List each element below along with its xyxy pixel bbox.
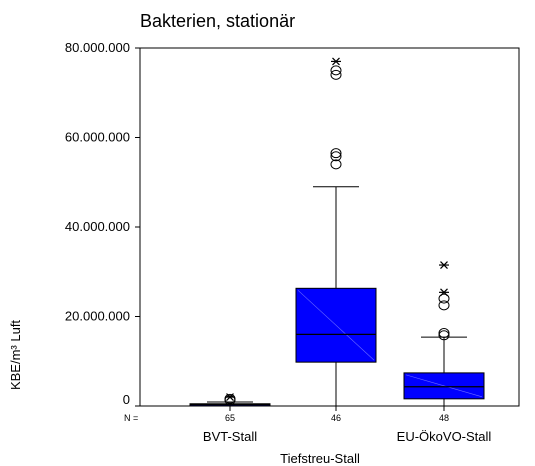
outlier-point: [330, 69, 342, 80]
box-shading-line: [297, 290, 375, 361]
x-axis-label: Tiefstreu-Stall: [280, 451, 360, 466]
chart-title: Bakterien, stationär: [140, 11, 295, 31]
y-tick-label: 20.000.000: [65, 309, 130, 324]
x-category-label: EU-ÖkoVO-Stall: [397, 429, 492, 444]
x-category-label: BVT-Stall: [203, 429, 257, 444]
extreme-point: [331, 57, 341, 66]
extreme-point: [439, 288, 449, 297]
y-tick-label: 0: [123, 392, 130, 407]
outlier-point: [438, 300, 450, 311]
extreme-point: [439, 261, 449, 269]
outlier-point: [330, 148, 342, 159]
n-count-label: 48: [439, 413, 449, 423]
outlier-point: [224, 393, 236, 404]
y-axis-label: KBE/m³ Luft: [8, 320, 23, 390]
y-tick-label: 80.000.000: [65, 40, 130, 55]
y-tick-label: 40.000.000: [65, 219, 130, 234]
outlier-point: [438, 328, 450, 339]
outlier-point: [438, 330, 450, 341]
extreme-point: [225, 393, 235, 401]
outlier-point: [330, 159, 342, 170]
outlier-point: [330, 65, 342, 76]
n-count-label: 65: [225, 413, 235, 423]
box-shading-line: [405, 374, 483, 398]
n-prefix-label: N =: [124, 413, 138, 423]
outlier-point: [330, 151, 342, 162]
plot-area: 0 20.000.000 40.000.000 60.000.000 80.000.00…: [65, 40, 520, 444]
outlier-point: [438, 293, 450, 304]
n-count-label: 46: [331, 413, 341, 423]
y-tick-label: 60.000.000: [65, 130, 130, 145]
